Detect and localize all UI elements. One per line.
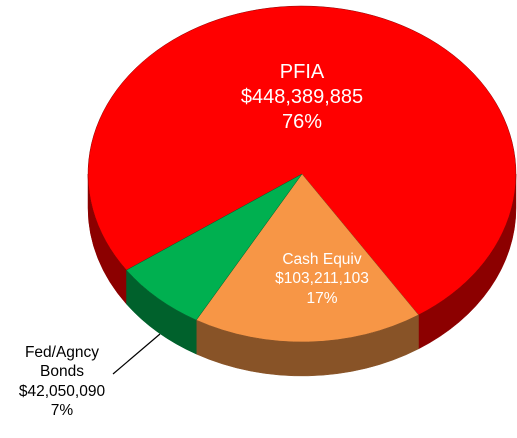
slice-value: $448,389,885 [240, 86, 364, 108]
slice-label: Cash Equiv $103,211,103 17% [242, 250, 402, 308]
slice-percent: 76% [281, 111, 323, 133]
slice-name: Fed/Agncy Bonds [24, 344, 100, 381]
slice-label: PFIA $448,389,885 76% [192, 60, 412, 135]
slice-name: PFIA [279, 61, 325, 83]
slice-value: $42,050,090 [18, 382, 106, 400]
slice-value: $103,211,103 [275, 270, 369, 288]
slice [195, 173, 419, 343]
slice-label: Fed/Agncy Bonds $42,050,090 7% [12, 343, 112, 421]
slice [87, 5, 517, 316]
leader-line [112, 333, 161, 375]
slice-name: Cash Equiv [282, 251, 362, 268]
slice-percent: 7% [50, 402, 74, 420]
slice [126, 173, 303, 321]
slice-percent: 17% [306, 289, 338, 307]
